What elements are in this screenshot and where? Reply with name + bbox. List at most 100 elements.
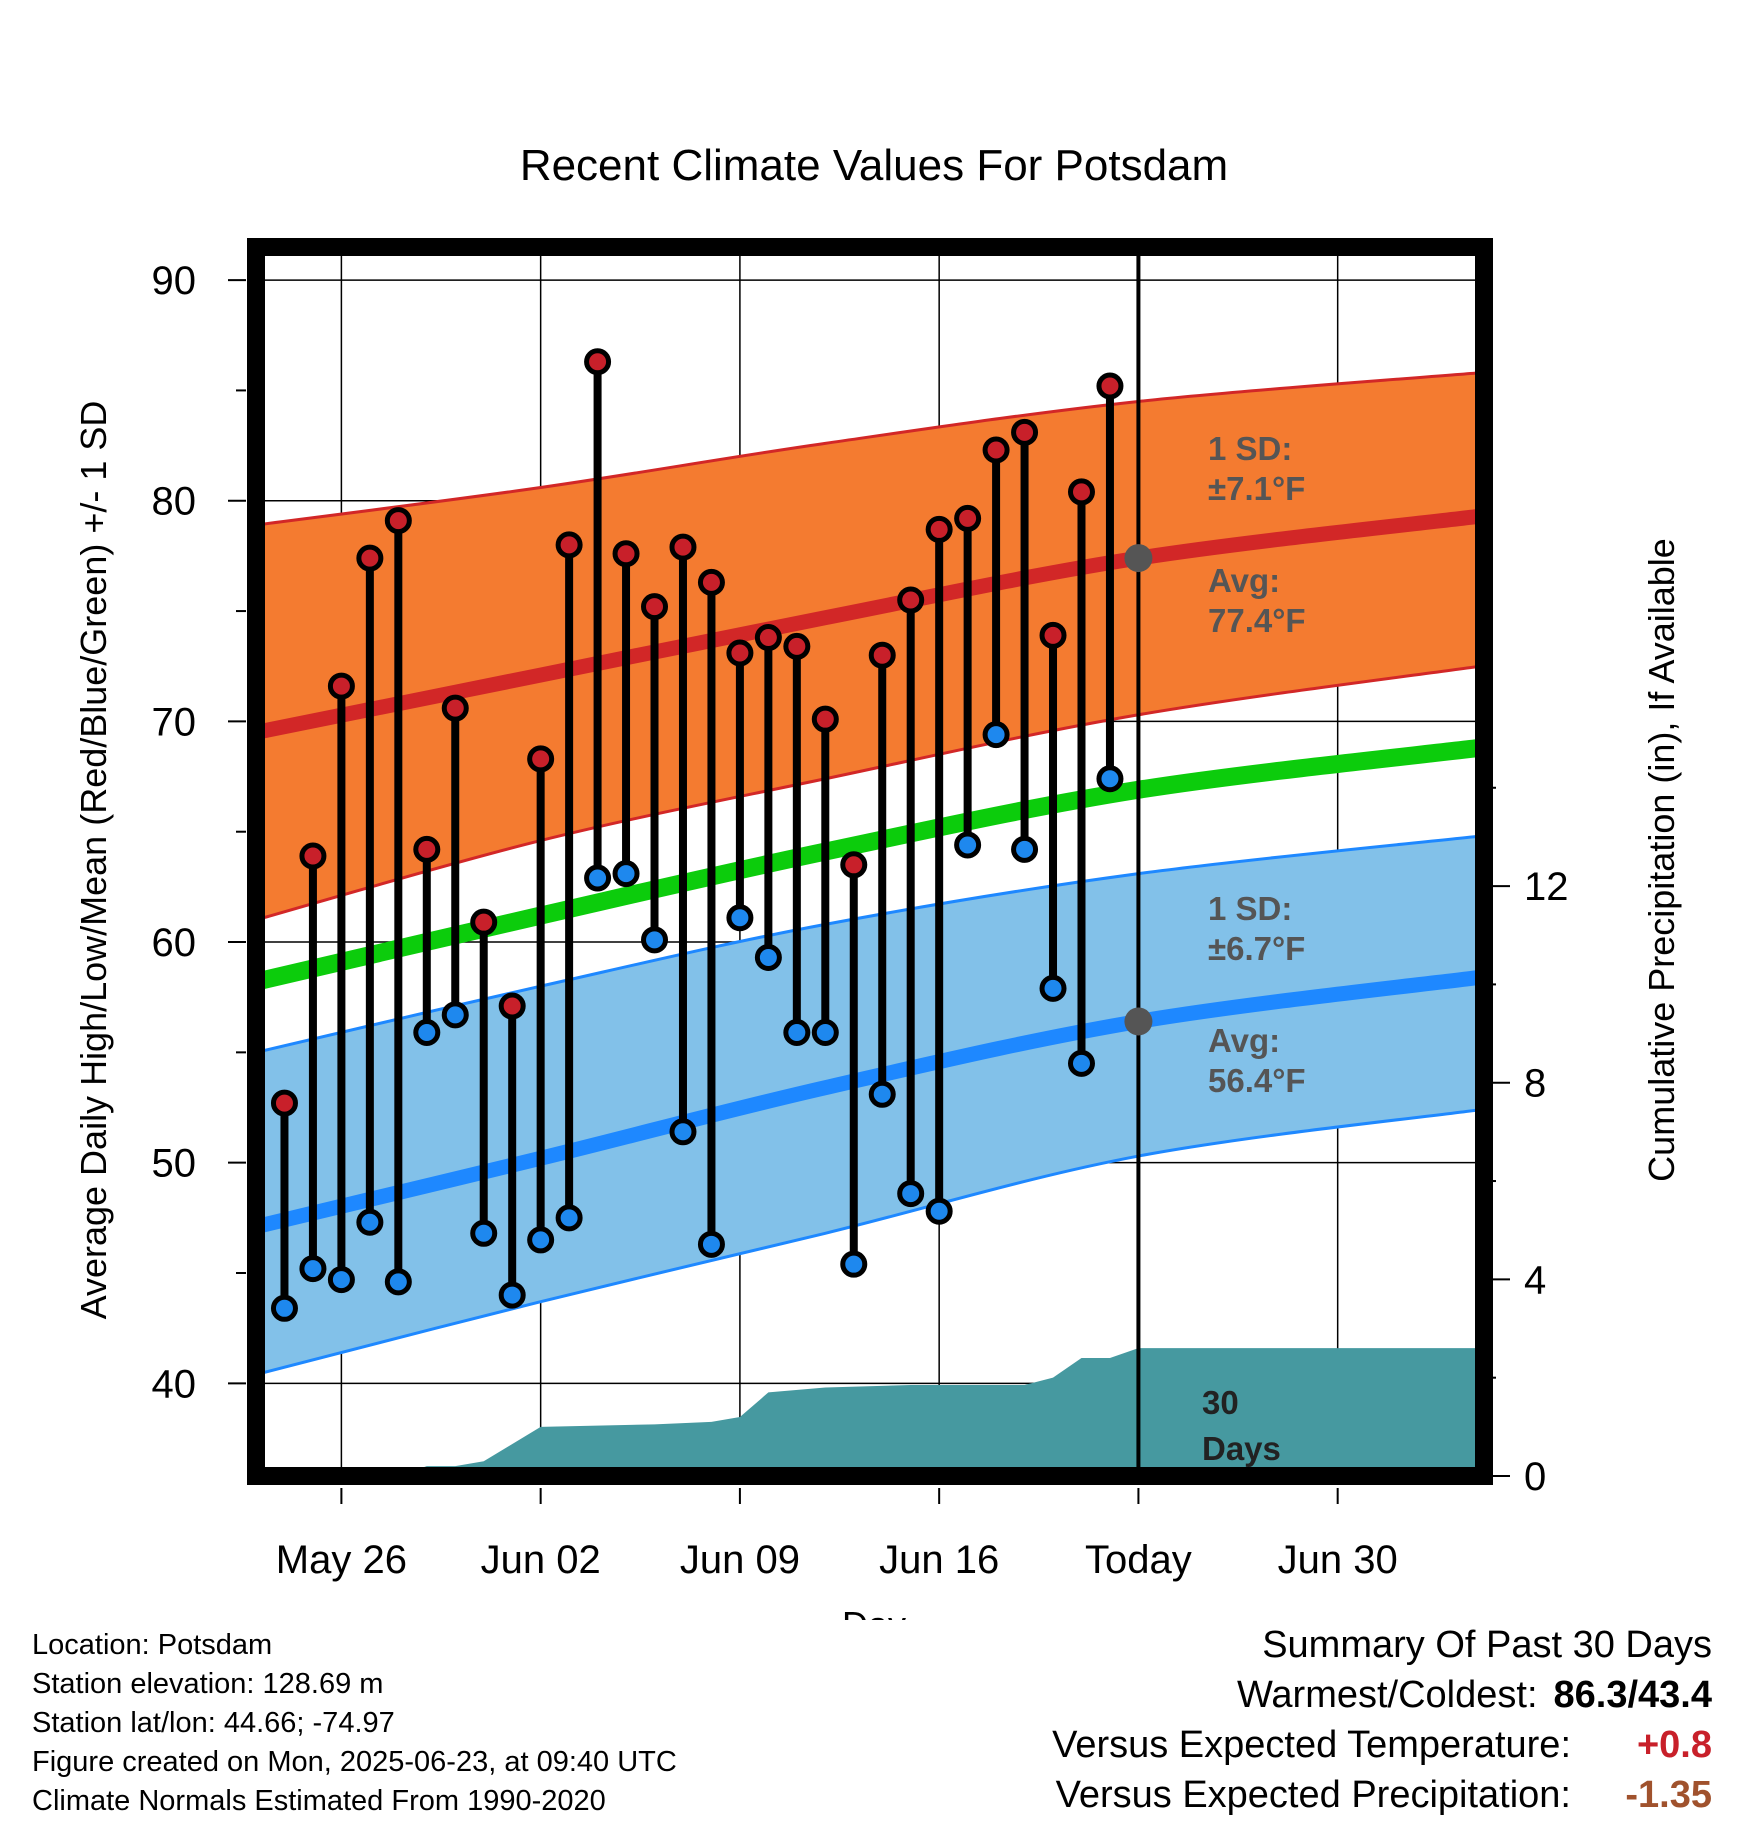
- daily-high-point: [868, 641, 896, 669]
- normals-text: Climate Normals Estimated From 1990-2020: [32, 1785, 606, 1817]
- low-sd-label: 1 SD:: [1208, 890, 1292, 927]
- daily-low-point: [925, 1197, 953, 1225]
- low-band-lower-edge: [256, 1108, 1480, 1376]
- y2-axis-label: Cumulative Precipitation (in), If Availa…: [1641, 538, 1682, 1182]
- daily-high-point: [897, 586, 925, 614]
- low-avg-value: 56.4°F: [1208, 1062, 1306, 1099]
- high-sd-label: 1 SD:: [1208, 430, 1292, 467]
- daily-high-point: [555, 531, 583, 559]
- daily-high-point: [697, 568, 725, 596]
- daily-high-point: [413, 835, 441, 863]
- daily-high-point: [470, 908, 498, 936]
- daily-high-point: [754, 624, 782, 652]
- climate-chart: Recent Climate Values For Potsdam 405060…: [73, 141, 1682, 1620]
- y-tick-label: 60: [152, 921, 197, 965]
- y-tick-label: 90: [152, 259, 197, 303]
- daily-low-point: [612, 860, 640, 888]
- daily-high-point: [384, 507, 412, 535]
- y-tick-label: 80: [152, 480, 197, 524]
- daily-high-point: [327, 672, 355, 700]
- daily-low-point: [840, 1250, 868, 1278]
- daily-high-point: [726, 639, 754, 667]
- daily-low-point: [356, 1208, 384, 1236]
- daily-low-point: [527, 1226, 555, 1254]
- daily-high-point: [1039, 621, 1067, 649]
- daily-high-point: [1011, 418, 1039, 446]
- x-axis-label: Day: [842, 1604, 906, 1620]
- high-sd-band: [256, 372, 1480, 920]
- summary-panel: Summary Of Past 30 Days Warmest/Coldest:…: [1052, 1620, 1712, 1820]
- daily-high-point: [527, 745, 555, 773]
- normal-low-line: [256, 969, 1480, 1234]
- axes: 40 50 60 70 80 90 0 4 8 12 May 26 Jun 02 Jun 09 Jun 1…: [73, 259, 1682, 1620]
- daily-low-point: [584, 864, 612, 892]
- y-tick-label: 50: [152, 1142, 197, 1186]
- y-tick-label: 70: [152, 700, 197, 744]
- daily-low-point: [754, 943, 782, 971]
- daily-high-point: [612, 540, 640, 568]
- y2-tick-label: 12: [1524, 865, 1569, 909]
- daily-low-point: [384, 1268, 412, 1296]
- daily-high-point: [811, 705, 839, 733]
- y2-tick-label: 8: [1524, 1062, 1546, 1106]
- plot-frame: [247, 238, 1493, 1485]
- daily-low-point: [299, 1255, 327, 1283]
- chart-title: Recent Climate Values For Potsdam: [520, 141, 1228, 190]
- days-count-word: Days: [1202, 1430, 1281, 1467]
- summary-precip-row: Versus Expected Precipitation: -1.35: [1052, 1770, 1712, 1820]
- precip-anomaly-label: Versus Expected Precipitation:: [1055, 1774, 1571, 1816]
- normal-high-line: [256, 508, 1480, 740]
- summary-temp-row: Versus Expected Temperature: +0.8: [1052, 1720, 1712, 1770]
- daily-high-point: [840, 851, 868, 879]
- daily-high-point: [270, 1089, 298, 1117]
- plot-content: [256, 247, 1480, 1476]
- daily-high-point: [783, 632, 811, 660]
- low-sd-value: ±6.7°F: [1208, 930, 1305, 967]
- daily-low-point: [413, 1019, 441, 1047]
- summary-heading: Summary Of Past 30 Days: [1262, 1624, 1712, 1666]
- daily-low-point: [641, 926, 669, 954]
- daily-high-point: [669, 533, 697, 561]
- annotations: 1 SD: ±7.1°F Avg: 77.4°F 1 SD: ±6.7°F Av…: [1202, 430, 1306, 1467]
- daily-high-point: [441, 694, 469, 722]
- high-band-upper-edge: [256, 371, 1480, 527]
- daily-low-point: [555, 1204, 583, 1232]
- temp-anomaly-label: Versus Expected Temperature:: [1052, 1724, 1571, 1766]
- x-tick-label: Jun 09: [680, 1538, 800, 1582]
- x-tick-label: Jun 16: [879, 1538, 999, 1582]
- temp-anomaly-value: +0.8: [1636, 1724, 1712, 1766]
- high-avg-value: 77.4°F: [1208, 602, 1306, 639]
- y-tick-label: 40: [152, 1362, 197, 1406]
- daily-high-point: [1096, 372, 1124, 400]
- daily-high-point: [1067, 478, 1095, 506]
- plot-border: [247, 238, 1493, 1485]
- created-text: Figure created on Mon, 2025-06-23, at 09…: [32, 1746, 677, 1778]
- daily-low-point: [982, 721, 1010, 749]
- today-normal-low-point: [1124, 1007, 1153, 1036]
- daily-low-point: [783, 1019, 811, 1047]
- location-text: Location: Potsdam: [32, 1629, 273, 1661]
- daily-low-point: [327, 1266, 355, 1294]
- y2-tick-label: 4: [1524, 1258, 1546, 1302]
- daily-high-point: [925, 515, 953, 543]
- daily-low-point: [498, 1281, 526, 1309]
- daily-high-point: [982, 436, 1010, 464]
- daily-low-point: [470, 1219, 498, 1247]
- figure-metadata: Location: Potsdam Station elevation: 128…: [32, 1626, 677, 1821]
- plot-area: [256, 247, 1480, 1476]
- precip-anomaly-value: -1.35: [1625, 1774, 1712, 1816]
- summary-warm-cold-row: Warmest/Coldest: 86.3/43.4: [1052, 1670, 1712, 1720]
- daily-high-point: [641, 593, 669, 621]
- y-axis-label: Average Daily High/Low/Mean (Red/Blue/Gr…: [73, 401, 114, 1320]
- high-avg-label: Avg:: [1208, 562, 1280, 599]
- warm-cold-value: 86.3/43.4: [1553, 1674, 1712, 1716]
- daily-low-point: [897, 1180, 925, 1208]
- x-tick-label: May 26: [276, 1538, 407, 1582]
- daily-low-point: [697, 1230, 725, 1258]
- latlon-text: Station lat/lon: 44.66; -74.97: [32, 1707, 395, 1739]
- warm-cold-label: Warmest/Coldest:: [1236, 1674, 1538, 1716]
- daily-low-point: [441, 1001, 469, 1029]
- y2-tick-label: 0: [1524, 1455, 1546, 1499]
- x-tick-label: Jun 02: [481, 1538, 601, 1582]
- low-sd-band: [256, 836, 1480, 1375]
